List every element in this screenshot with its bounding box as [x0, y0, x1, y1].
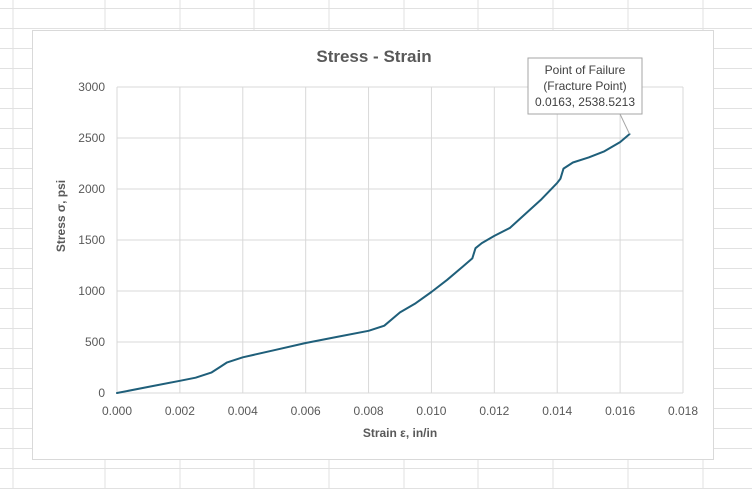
y-tick-label: 2000 — [78, 182, 105, 196]
x-tick-label: 0.018 — [668, 404, 698, 418]
x-tick-label: 0.012 — [479, 404, 509, 418]
callout-leader-line — [619, 113, 630, 135]
y-tick-label: 0 — [98, 386, 105, 400]
x-tick-label: 0.014 — [542, 404, 572, 418]
x-axis-title: Strain ε, in/in — [363, 426, 437, 440]
chart-area[interactable]: 0 500 1000 1500 2000 2500 3000 0.000 0.002 0.004 0… — [32, 30, 714, 460]
y-tick-label: 1000 — [78, 284, 105, 298]
callout-line-2: (Fracture Point) — [543, 79, 626, 93]
x-tick-label: 0.006 — [291, 404, 321, 418]
x-tick-label: 0.004 — [228, 404, 258, 418]
x-tick-label: 0.008 — [354, 404, 384, 418]
y-tick-label: 500 — [85, 335, 105, 349]
series-line — [116, 133, 631, 394]
x-tick-label: 0.016 — [605, 404, 635, 418]
x-tick-label: 0.010 — [416, 404, 446, 418]
callout-line-1: Point of Failure — [545, 63, 626, 77]
failure-point-callout: Point of Failure (Fracture Point) 0.0163… — [527, 57, 643, 135]
y-tick-label: 2500 — [78, 131, 105, 145]
chart-title: Stress - Strain — [316, 47, 431, 66]
series-layer — [116, 133, 631, 394]
x-tick-label: 0.000 — [102, 404, 132, 418]
callout-line-3: 0.0163, 2538.5213 — [535, 95, 635, 109]
y-tick-label: 1500 — [78, 233, 105, 247]
callout-box — [527, 57, 643, 115]
stress-strain-chart: 0 500 1000 1500 2000 2500 3000 0.000 0.002 0.004 0… — [54, 47, 698, 440]
tick-labels: 0 500 1000 1500 2000 2500 3000 0.000 0.002 0.004 0… — [78, 80, 698, 418]
y-tick-label: 3000 — [78, 80, 105, 94]
gridlines — [116, 86, 684, 394]
x-tick-label: 0.002 — [165, 404, 195, 418]
y-axis-title: Stress σ, psi — [54, 180, 68, 252]
